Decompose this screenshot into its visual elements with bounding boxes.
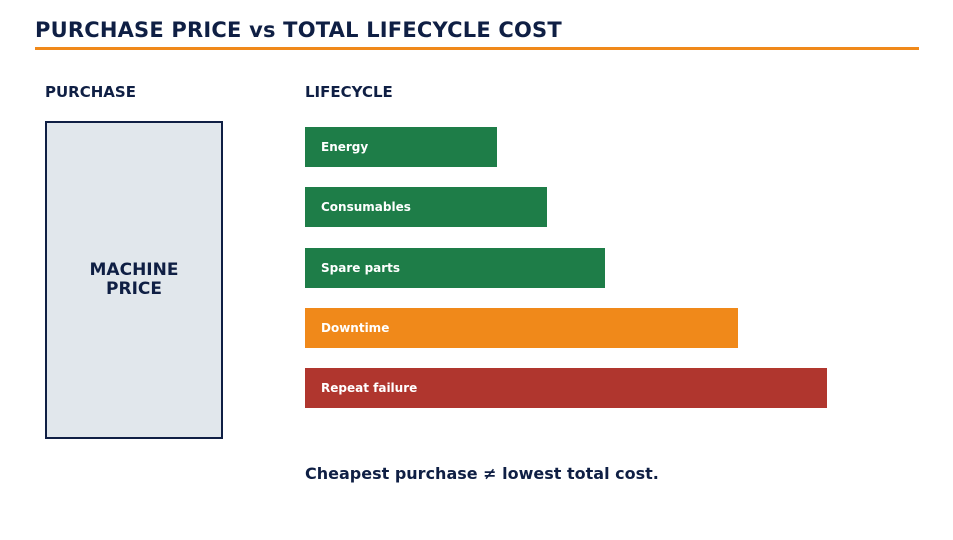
machine-price-label: MACHINE PRICE	[74, 261, 194, 299]
bar-label-spare-parts: Spare parts	[321, 261, 401, 275]
title-underline	[35, 47, 919, 50]
bar-energy: Energy	[305, 127, 497, 167]
machine-price-line1: MACHINE	[89, 260, 179, 280]
machine-price-line2: PRICE	[106, 279, 162, 299]
bar-label-downtime: Downtime	[321, 321, 390, 335]
bar-downtime: Downtime	[305, 308, 738, 348]
slide-title: PURCHASE PRICE vs TOTAL LIFECYCLE COST	[35, 18, 562, 42]
purchase-heading: PURCHASE	[45, 83, 136, 101]
bar-label-consumables: Consumables	[321, 200, 411, 214]
tagline: Cheapest purchase ≠ lowest total cost.	[305, 464, 659, 483]
bar-label-repeat-failure: Repeat failure	[321, 381, 418, 395]
bar-repeat-failure: Repeat failure	[305, 368, 827, 408]
bar-consumables: Consumables	[305, 187, 547, 227]
bar-spare-parts: Spare parts	[305, 248, 605, 288]
bar-label-energy: Energy	[321, 140, 369, 154]
lifecycle-heading: LIFECYCLE	[305, 83, 393, 101]
machine-price-box: MACHINE PRICE	[45, 121, 223, 439]
